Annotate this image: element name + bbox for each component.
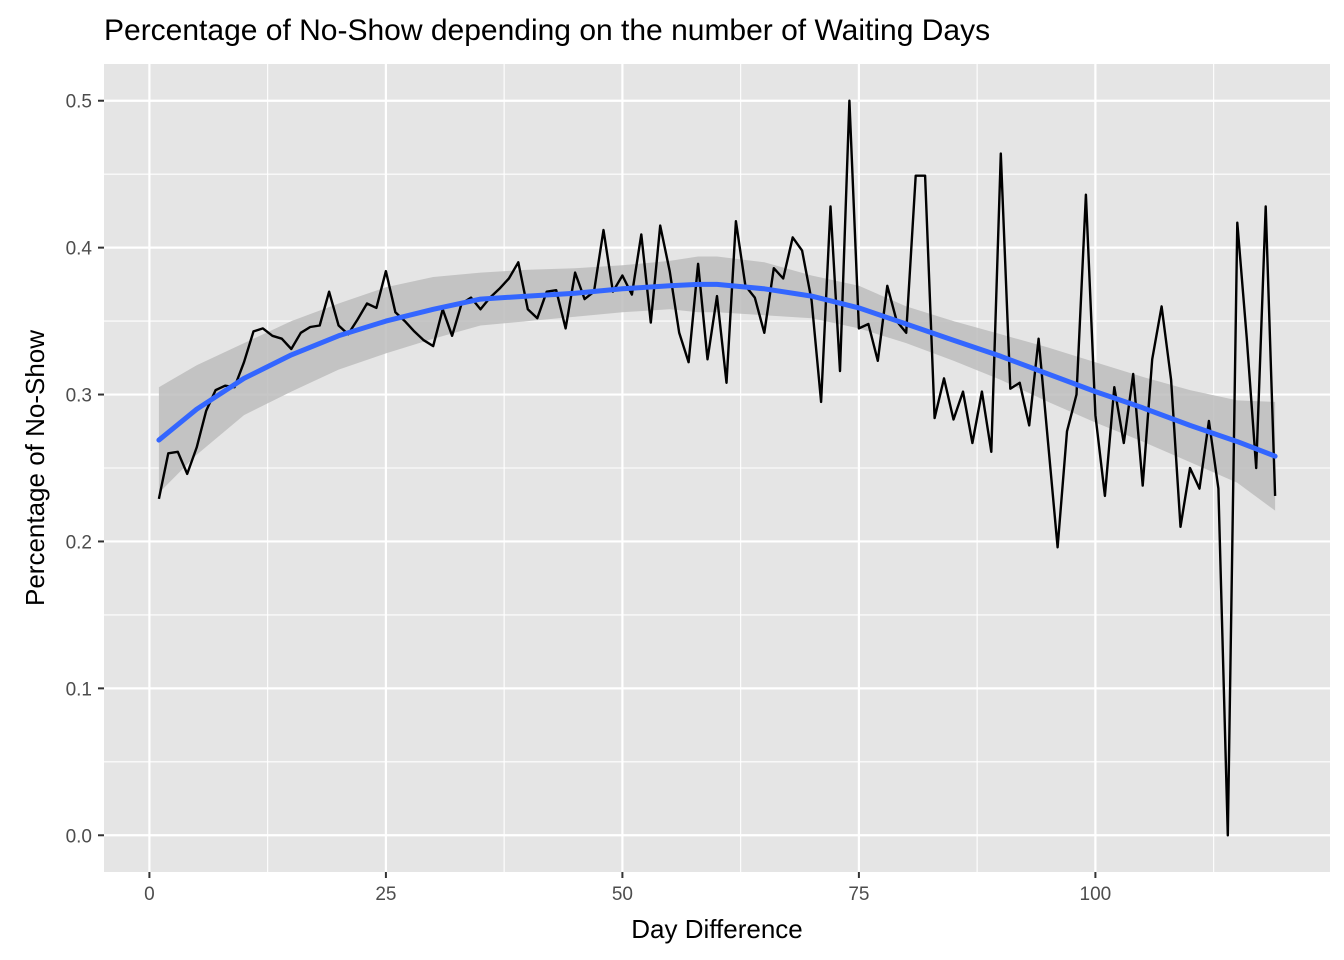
y-tick-label: 0.2 — [66, 532, 92, 553]
x-tick-label: 75 — [848, 884, 869, 905]
y-axis-title: Percentage of No-Show — [20, 330, 50, 606]
smooth-line — [156, 281, 1278, 459]
y-tick-label: 0.1 — [66, 679, 92, 700]
x-tick-label: 25 — [375, 884, 396, 905]
y-tick-label: 0.0 — [66, 826, 92, 847]
x-tick-label: 100 — [1080, 884, 1112, 905]
x-tick-label: 50 — [612, 884, 633, 905]
y-tick-label: 0.4 — [66, 239, 93, 260]
confidence-band — [158, 256, 1276, 511]
y-tick-label: 0.5 — [66, 92, 92, 113]
y-tick-label: 0.3 — [66, 386, 92, 407]
x-axis-title: Day Difference — [631, 914, 803, 944]
x-axis: 0 25 50 75 100 — [144, 872, 1111, 905]
x-tick-label: 0 — [144, 884, 155, 905]
chart-title: Percentage of No-Show depending on the n… — [104, 14, 990, 47]
y-axis: 0.0 0.1 0.2 0.3 0.4 0.5 — [66, 92, 104, 847]
